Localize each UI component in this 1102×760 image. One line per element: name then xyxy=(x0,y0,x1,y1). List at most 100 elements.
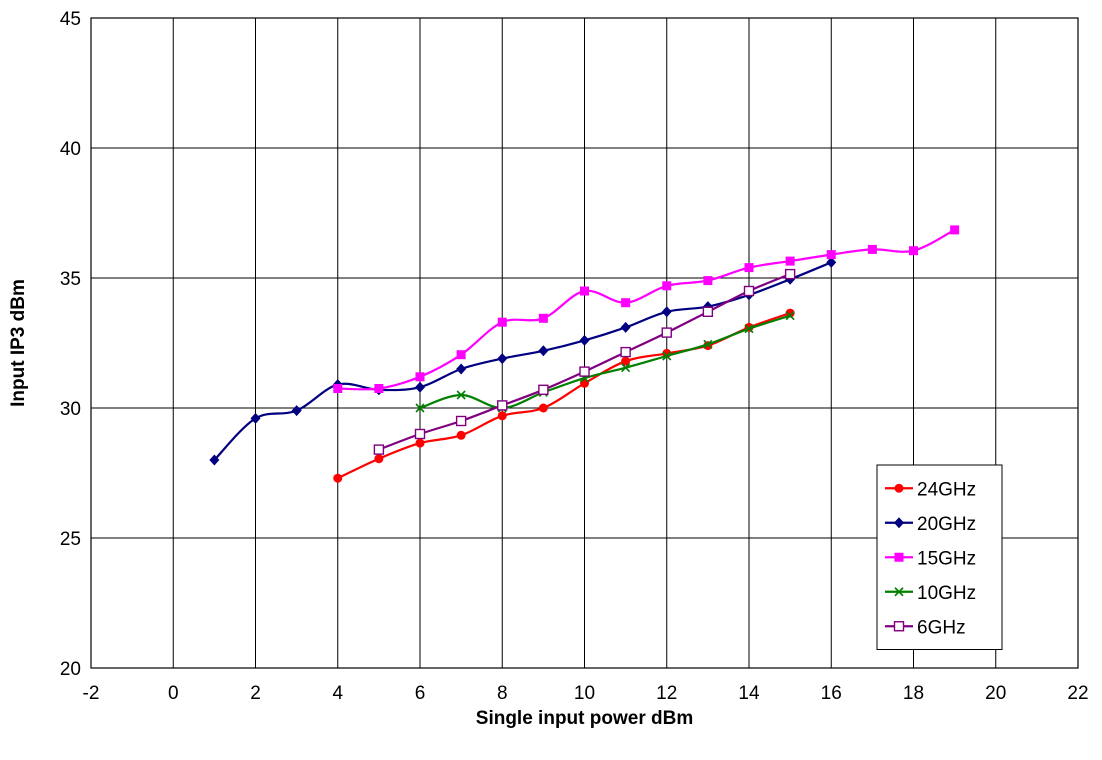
data-point-10ghz xyxy=(621,363,631,373)
data-point-24ghz xyxy=(415,438,425,448)
series-line-20ghz xyxy=(213,261,832,461)
x-tick-label: 14 xyxy=(738,683,760,704)
data-point-24ghz xyxy=(456,430,466,440)
y-tick-label: 40 xyxy=(60,139,81,160)
legend-label: 15GHz xyxy=(917,548,976,569)
data-point-6ghz xyxy=(497,400,508,411)
legend-marker-6ghz xyxy=(893,621,905,632)
data-point-20ghz xyxy=(826,256,837,268)
data-point-15ghz xyxy=(374,384,384,393)
series-line-10ghz xyxy=(419,314,791,410)
x-tick-label: 10 xyxy=(574,683,595,704)
data-point-10ghz xyxy=(744,324,754,334)
x-axis-tick-labels: -2 0 2 4 6 8 10 12 14 16 18 20 22 xyxy=(83,683,1089,704)
data-point-15ghz xyxy=(662,281,672,291)
data-point-15ghz xyxy=(950,225,960,235)
data-point-15ghz xyxy=(744,263,754,273)
legend-item-20ghz: 20GHz xyxy=(885,514,976,535)
x-tick-label: 22 xyxy=(1067,683,1088,704)
data-point-24ghz xyxy=(374,454,384,464)
data-point-15ghz xyxy=(826,250,836,260)
data-point-10ghz xyxy=(703,339,713,349)
x-tick-label: 12 xyxy=(656,683,677,704)
data-point-6ghz xyxy=(620,346,631,358)
data-point-6ghz xyxy=(743,285,755,297)
x-tick-label: 20 xyxy=(985,683,1006,704)
data-point-20ghz xyxy=(291,405,302,417)
y-tick-label: 30 xyxy=(60,399,81,420)
series-line-15ghz xyxy=(337,228,956,391)
legend-label: 24GHz xyxy=(917,479,976,500)
data-point-10ghz xyxy=(785,311,795,321)
y-axis-title: Input IP3 dBm xyxy=(8,279,29,407)
data-point-15ghz xyxy=(497,317,507,327)
data-point-15ghz xyxy=(785,256,795,266)
data-point-6ghz xyxy=(661,327,672,338)
data-point-6ghz xyxy=(784,268,796,280)
x-tick-label: 8 xyxy=(497,683,508,704)
x-axis-title: Single input power dBm xyxy=(476,708,693,729)
data-point-24ghz xyxy=(621,356,631,366)
legend-marker-24ghz xyxy=(894,483,904,493)
data-point-20ghz xyxy=(620,321,631,333)
legend-item-10ghz: 10GHz xyxy=(885,583,976,604)
data-point-20ghz xyxy=(415,381,425,393)
data-point-15ghz xyxy=(415,372,425,382)
data-point-6ghz xyxy=(373,444,385,455)
x-tick-label: 4 xyxy=(332,683,343,704)
data-point-15ghz xyxy=(580,286,589,296)
legend-label: 10GHz xyxy=(917,583,976,604)
y-tick-label: 45 xyxy=(60,9,81,30)
x-tick-label: 0 xyxy=(168,683,179,704)
data-point-20ghz xyxy=(661,306,672,318)
y-tick-label: 35 xyxy=(60,269,81,290)
series-layer xyxy=(209,225,960,483)
legend-item-15ghz: 15GHz xyxy=(885,548,976,569)
data-point-24ghz xyxy=(497,411,507,421)
data-point-15ghz xyxy=(867,244,877,254)
data-point-10ghz xyxy=(662,351,672,361)
legend-marker-10ghz xyxy=(894,587,904,597)
data-point-24ghz xyxy=(538,403,548,413)
series-15ghz xyxy=(333,225,960,393)
series-20ghz xyxy=(209,256,837,466)
data-point-15ghz xyxy=(909,246,918,256)
data-point-6ghz xyxy=(702,306,714,317)
data-point-6ghz xyxy=(414,428,426,440)
legend-marker-15ghz xyxy=(894,552,904,562)
legend: 24GHz 20GHz 15GHz 10GHz 6GHz xyxy=(876,464,1003,650)
x-tick-label: 18 xyxy=(903,683,924,704)
data-point-15ghz xyxy=(456,350,466,360)
legend-item-24ghz: 24GHz xyxy=(885,479,976,500)
data-point-20ghz xyxy=(209,454,220,466)
series-6ghz xyxy=(373,268,796,455)
y-axis-tick-labels: 20 25 30 35 40 45 xyxy=(60,9,81,680)
legend-item-6ghz: 6GHz xyxy=(885,617,966,638)
data-point-6ghz xyxy=(579,366,590,377)
x-tick-label: 16 xyxy=(821,683,842,704)
data-point-20ghz xyxy=(456,363,467,375)
data-point-20ghz xyxy=(579,334,590,346)
legend-label: 6GHz xyxy=(917,617,966,638)
data-point-20ghz xyxy=(497,353,508,365)
data-point-15ghz xyxy=(538,313,548,323)
data-point-10ghz xyxy=(415,403,425,413)
data-point-6ghz xyxy=(538,384,549,395)
data-point-10ghz xyxy=(456,390,466,400)
x-tick-label: 2 xyxy=(250,683,261,704)
data-point-15ghz xyxy=(333,384,343,393)
x-tick-label: 6 xyxy=(415,683,426,704)
data-point-6ghz xyxy=(455,415,467,427)
legend-label: 20GHz xyxy=(917,514,976,535)
data-point-15ghz xyxy=(703,276,713,286)
data-point-20ghz xyxy=(250,412,261,424)
legend-marker-20ghz xyxy=(894,517,904,529)
data-point-20ghz xyxy=(538,345,549,357)
y-tick-label: 25 xyxy=(60,529,81,550)
x-tick-label: -2 xyxy=(83,683,100,704)
y-tick-label: 20 xyxy=(60,659,81,680)
series-24ghz xyxy=(333,308,795,483)
data-point-15ghz xyxy=(621,298,631,308)
data-point-24ghz xyxy=(333,473,343,483)
